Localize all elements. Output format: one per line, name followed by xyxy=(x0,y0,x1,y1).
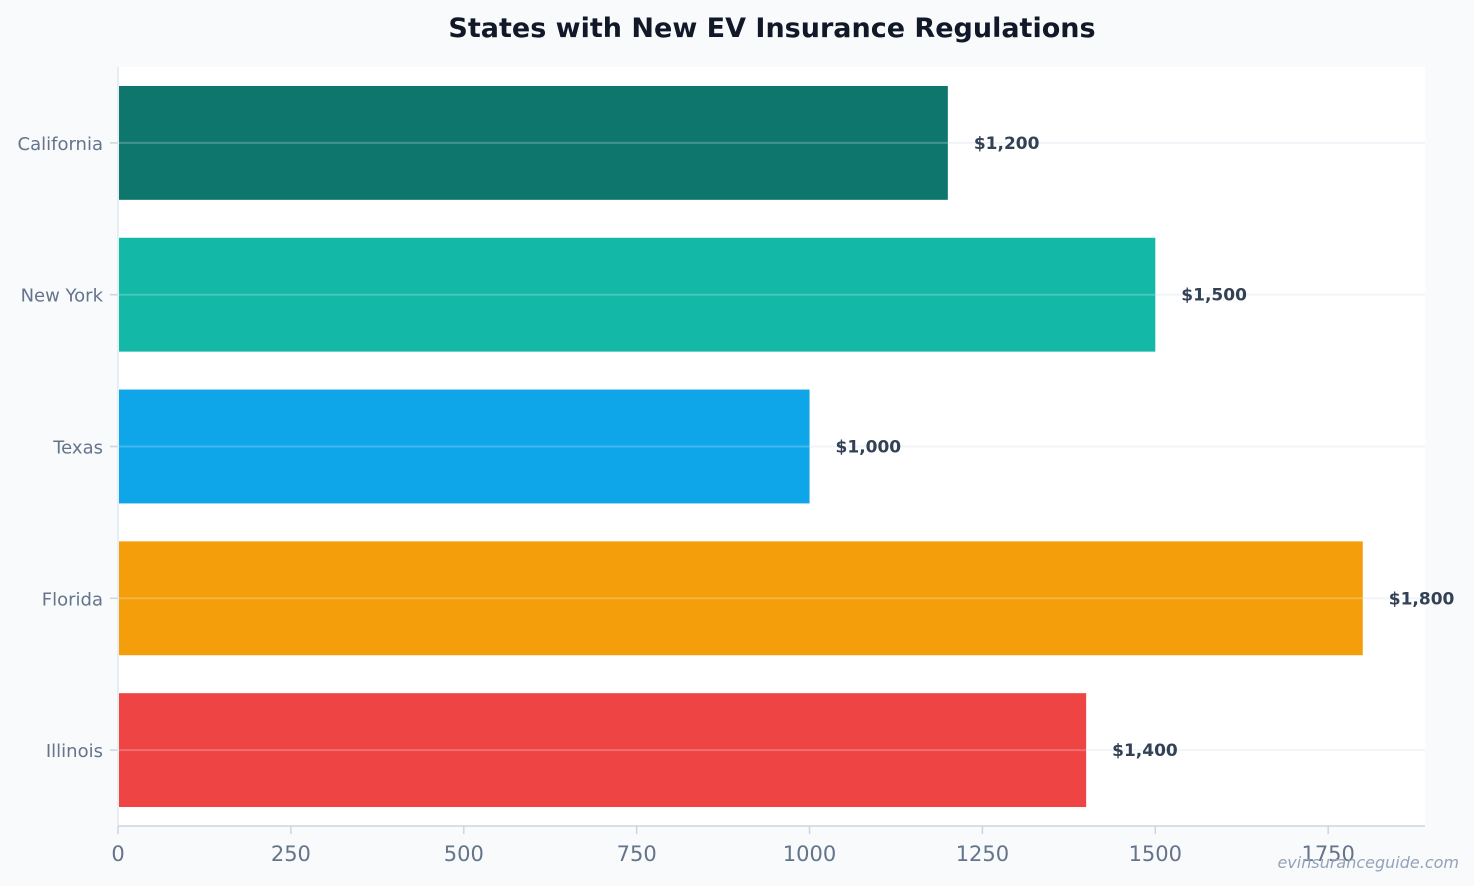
bar-illinois xyxy=(119,693,1087,808)
value-label: $1,200 xyxy=(974,134,1040,154)
x-tick-label: 750 xyxy=(617,842,657,866)
category-label: Illinois xyxy=(46,741,103,762)
x-tick-label: 1500 xyxy=(1129,842,1182,866)
x-tick-label: 250 xyxy=(271,842,311,866)
bar-new-york xyxy=(119,237,1156,352)
value-label: $1,000 xyxy=(836,438,902,458)
labels: $1,200 California $1,500 New York $1,000 Texa… xyxy=(18,134,1455,866)
bar-texas xyxy=(119,389,810,504)
bars xyxy=(118,85,1363,808)
value-label: $1,400 xyxy=(1112,741,1178,761)
category-label: Texas xyxy=(52,438,103,459)
x-tick-label: 500 xyxy=(444,842,484,866)
category-label: California xyxy=(18,134,103,155)
watermark: evinsuranceguide.com xyxy=(1277,853,1459,872)
x-tick-label: 1000 xyxy=(783,842,836,866)
axes xyxy=(110,67,1425,834)
x-tick-label: 0 xyxy=(111,842,124,866)
x-tick-label: 1250 xyxy=(956,842,1009,866)
bar-california xyxy=(119,85,948,200)
category-label: New York xyxy=(21,286,104,307)
value-label: $1,800 xyxy=(1389,589,1455,609)
chart-title: States with New EV Insurance Regulations xyxy=(448,13,1095,44)
x-tick-label: 1750 xyxy=(1301,842,1354,866)
bar-florida xyxy=(119,541,1363,656)
value-label: $1,500 xyxy=(1181,286,1247,306)
category-label: Florida xyxy=(42,589,103,610)
